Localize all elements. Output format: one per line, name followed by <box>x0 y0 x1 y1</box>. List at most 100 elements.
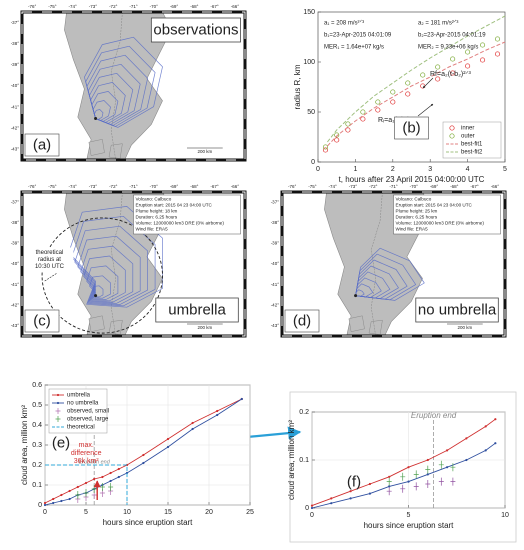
info-line: Eruption start: 2015 04 23 04:00 UTC <box>396 203 473 208</box>
y-tick-label: 0.2 <box>32 462 42 469</box>
data-point <box>142 453 145 457</box>
map-lon-label: -72° <box>109 184 118 189</box>
map-lon-label: -73° <box>349 184 358 189</box>
map-lat-label: -38° <box>11 41 20 46</box>
ash-contour <box>87 63 141 125</box>
map-lat-label: -41° <box>11 282 20 287</box>
note-line: theoretical <box>36 250 64 256</box>
legend-label: theoretical <box>67 425 95 431</box>
info-line: Plume height: 18 km <box>136 209 178 214</box>
map-lon-label: -66° <box>231 184 240 189</box>
data-point <box>216 413 219 417</box>
map-lon-label: -70° <box>150 184 159 189</box>
data-point <box>450 463 456 472</box>
data-point <box>117 467 120 471</box>
legend-marker <box>55 408 61 414</box>
map-label-box <box>415 297 499 323</box>
x-tick-label: 2 <box>391 166 395 173</box>
ash-contour <box>77 235 141 304</box>
map-label: observations <box>153 21 238 38</box>
x-tick-label: 15 <box>164 509 172 516</box>
annotation-arrow <box>417 103 434 117</box>
info-line: Volume: 12000000 km3 DRE (0% airborne) <box>136 221 225 226</box>
info-line: Duration: 6.25 hours <box>396 215 438 220</box>
x-axis-label: t, hours after 23 April 2015 04:00:00 UT… <box>339 175 485 184</box>
data-point <box>216 409 219 413</box>
ash-contour <box>74 225 148 305</box>
data-point <box>43 501 47 505</box>
map-lat-label: -43° <box>271 323 280 328</box>
info-line: Duration: 6.25 hours <box>136 215 178 220</box>
map-lat-label: -38° <box>11 220 20 225</box>
y-tick-label: 0.1 <box>299 457 309 464</box>
legend-marker <box>55 416 61 422</box>
x-axis-label: hours since eruption start <box>364 521 455 530</box>
x-tick-label: 4 <box>466 166 470 173</box>
map-lon-label: -75° <box>48 184 57 189</box>
map-lon-label: -66° <box>491 184 500 189</box>
data-point <box>76 485 79 489</box>
data-point <box>99 483 105 491</box>
y-tick-label: 0.2 <box>299 409 309 416</box>
data-point <box>117 475 120 479</box>
ash-contour <box>94 109 104 120</box>
legend-label: best-fit1 <box>461 142 483 148</box>
annotation: b₂=23-Apr-2015 04:01:19 <box>418 33 486 39</box>
map-frame-ticks <box>21 11 246 161</box>
map-lon-label: -68° <box>450 184 459 189</box>
map-lon-label: -76° <box>28 4 37 9</box>
panel-label: (e) <box>52 434 70 451</box>
ash-contour <box>92 100 111 121</box>
x-tick-label: 0 <box>310 512 314 519</box>
data-point <box>407 466 410 469</box>
legend-label: outer <box>461 134 475 140</box>
map-lon-label: -70° <box>410 184 419 189</box>
data-point <box>360 109 366 115</box>
data-point <box>426 458 429 462</box>
scale-label: 200 km <box>457 325 472 330</box>
map-lat-label: -41° <box>11 104 20 109</box>
map-lon-label: -76° <box>28 184 37 189</box>
data-point <box>465 49 471 55</box>
map-lon-label: -74° <box>69 184 78 189</box>
data-point <box>101 475 104 479</box>
data-point <box>426 473 429 476</box>
y-tick-label: 0 <box>311 159 315 166</box>
data-point <box>68 497 71 501</box>
x-tick-label: 1 <box>353 166 357 173</box>
panel-label: (d) <box>293 312 311 329</box>
map-lon-label: -71° <box>389 184 398 189</box>
map-lon-label: -69° <box>170 184 179 189</box>
x-tick-label: 3 <box>428 166 432 173</box>
map-lon-label: -74° <box>69 4 78 9</box>
map-lat-label: -39° <box>11 241 20 246</box>
map-island <box>108 143 123 159</box>
legend-label: observed, small <box>67 409 109 415</box>
map-lat-label: -43° <box>11 147 20 152</box>
data-point <box>494 36 501 42</box>
map-lon-label: -73° <box>89 4 98 9</box>
panel-label: (b) <box>402 119 420 136</box>
data-point <box>446 449 449 452</box>
data-point <box>494 418 497 421</box>
x-tick-label: 25 <box>246 509 254 516</box>
data-point <box>388 485 391 488</box>
data-point <box>83 489 89 497</box>
annotation: MER₂ = 9.33e+06 kg/s <box>418 45 478 51</box>
x-tick-label: 5 <box>407 512 411 519</box>
data-point <box>84 481 88 485</box>
legend-marker <box>449 133 455 139</box>
panel-label-box <box>394 116 429 140</box>
data-point <box>450 56 456 62</box>
info-box <box>393 194 501 235</box>
map-lat-label: -37° <box>11 20 20 25</box>
info-line: Volume: 12000000 km3 DRE (0% airborne) <box>396 221 485 226</box>
data-point <box>349 490 352 493</box>
series-line <box>327 15 506 143</box>
data-point <box>345 127 351 133</box>
legend-marker <box>56 393 60 397</box>
ash-contour <box>91 91 119 122</box>
data-point <box>75 491 81 499</box>
y-tick-label: 100 <box>303 59 315 66</box>
data-point <box>386 477 392 486</box>
